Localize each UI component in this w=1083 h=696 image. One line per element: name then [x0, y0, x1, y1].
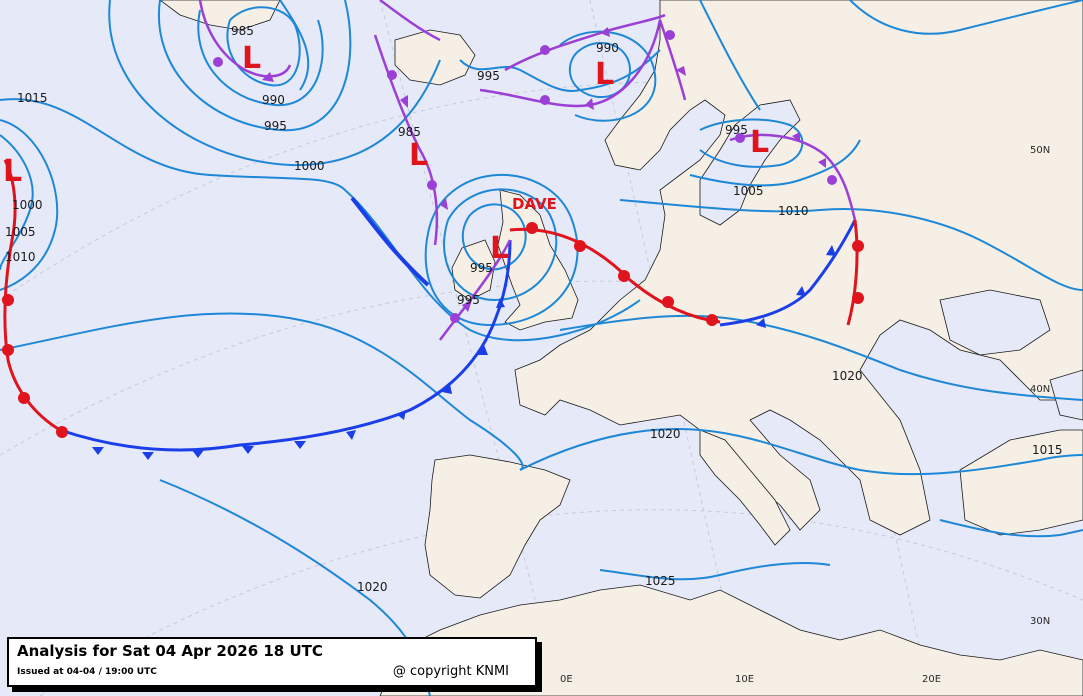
lat-label: 50N: [1030, 145, 1050, 156]
copyright-notice: @ copyright KNMI: [392, 664, 509, 679]
occlusion-iceland-top: [379, 0, 441, 42]
isobar-label: 1025: [645, 574, 676, 588]
warm-front-east: [846, 219, 859, 326]
low-marker: L: [490, 231, 509, 266]
land-europe: [514, 0, 1083, 536]
isobar-label: 1020: [832, 369, 863, 383]
isobar-label: 1015: [1032, 443, 1063, 457]
caspian-edge: [1049, 369, 1083, 421]
lon-label: 20E: [922, 674, 941, 685]
land-iceland: [394, 29, 476, 86]
isobar-label: 1005: [733, 184, 764, 198]
land-ireland: [451, 239, 496, 301]
baltic-sea: [699, 99, 801, 226]
land-italy: [699, 429, 791, 546]
occluded-front-symbols: [213, 27, 837, 323]
isobar-label: 995: [477, 69, 500, 83]
land-africa: [379, 584, 1083, 696]
occlusion-nordic: [658, 19, 687, 101]
low-marker: L: [409, 138, 428, 173]
low-marker: L: [595, 57, 614, 92]
low-marker: L: [750, 125, 769, 160]
warm-front-main: [509, 227, 721, 324]
warm-fronts: [2, 159, 864, 438]
isobar-label: 1005: [5, 225, 36, 239]
occlusion-greenland: [198, 0, 292, 78]
isobar-label: 990: [262, 93, 285, 107]
low-marker: L: [3, 154, 22, 189]
analysis-title-box: Analysis for Sat 04 Apr 2026 18 UTC Issu…: [7, 637, 537, 687]
isobar-label: 995: [725, 123, 748, 137]
cold-front-atlantic: [350, 196, 430, 287]
isobar-label: 1020: [357, 580, 388, 594]
isobar-label: 1020: [650, 427, 681, 441]
land-greenland: [159, 0, 281, 31]
issued-time: Issued at 04-04 / 19:00 UTC: [17, 667, 157, 677]
isobar-label: 985: [398, 125, 421, 139]
low-marker: L: [242, 41, 261, 76]
isobar-label: 1015: [17, 91, 48, 105]
lat-label: 30N: [1030, 616, 1050, 627]
land-turkey: [959, 429, 1083, 536]
cold-front-east: [719, 219, 857, 327]
cold-fronts: [59, 196, 857, 460]
analysis-title: Analysis for Sat 04 Apr 2026 18 UTC: [17, 642, 323, 660]
lon-label: 0E: [560, 674, 573, 685]
low-pressure-markers: L L L L L L DAVE: [3, 41, 769, 266]
storm-name-label: DAVE: [512, 195, 557, 213]
black-sea: [939, 289, 1051, 356]
isobar-label: 995: [457, 293, 480, 307]
land-masses: [159, 0, 1083, 696]
lon-label: 10E: [735, 674, 754, 685]
cold-front-main: [59, 239, 512, 452]
isobar-label: 1010: [5, 250, 36, 264]
occlusion-dave: [439, 239, 512, 341]
isobar-labels: 985 990 995 1000 1015 990 995 995 985 10…: [5, 24, 1063, 594]
isobar-label: 1010: [778, 204, 809, 218]
isobar-label: 995: [264, 119, 287, 133]
isobar-label: 1000: [294, 159, 325, 173]
lat-label: 40N: [1030, 384, 1050, 395]
isobar-label: 995: [470, 261, 493, 275]
occlusion-iceland: [373, 34, 439, 246]
occlusion-baltic: [729, 133, 857, 221]
isobar-label: 985: [231, 24, 254, 38]
inland-seas: [699, 99, 1083, 421]
isobar-label: 1000: [12, 198, 43, 212]
graticule-labels: 50N 40N 30N 0E 10E 20E: [560, 145, 1050, 685]
isobar-label: 990: [596, 41, 619, 55]
